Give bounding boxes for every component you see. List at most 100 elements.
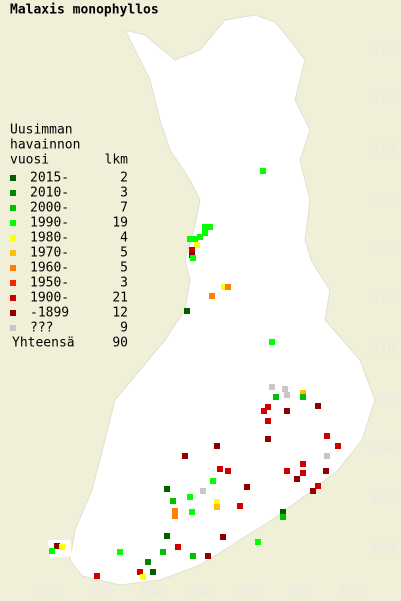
y-tick-label: 720 [373,292,396,306]
observation [260,168,266,174]
observation [94,573,100,579]
x-tick-label: 320 [89,585,112,599]
observation [209,293,215,299]
observation [172,513,178,519]
observation [214,499,220,505]
legend-count: 5 [120,246,128,261]
observation [197,234,203,240]
legend-count: 3 [120,186,128,201]
observation [324,433,330,439]
observation [214,504,220,510]
legend-count: 21 [112,291,128,306]
y-tick-label: 710 [373,342,396,356]
observation [273,394,279,400]
legend-label: 1900- [30,291,69,306]
legend-heading: Uusimman [10,123,73,138]
legend-swatch [10,175,16,181]
legend-label: 2010- [30,186,69,201]
x-tick-label: 310 [39,585,62,599]
observation [237,503,243,509]
observation [225,284,231,290]
legend-swatch [10,235,16,241]
x-tick-label: 330 [139,585,162,599]
y-tick-label: 760 [373,92,396,106]
legend-count: 4 [120,231,128,246]
y-tick-label: 770 [373,42,396,56]
observation [315,483,321,489]
legend-count: 9 [120,321,128,336]
observation [269,384,275,390]
observation [189,247,195,253]
legend-heading: vuosi [10,153,49,168]
observation [202,230,208,236]
observation [255,539,261,545]
observation [190,255,196,261]
legend-swatch [10,265,16,271]
observation [217,466,223,472]
legend-count: 7 [120,201,128,216]
observation [210,478,216,484]
legend-label: 1950- [30,276,69,291]
observation [280,509,286,515]
observation [284,392,290,398]
legend-count: 19 [112,216,128,231]
legend-count: 12 [112,306,128,321]
observation [117,549,123,555]
observation [137,569,143,575]
observation [335,443,341,449]
legend-swatch [10,325,16,331]
observation [164,533,170,539]
legend-swatch [10,250,16,256]
observation [207,224,213,230]
observation [187,236,193,242]
x-tick-label: 350 [239,585,262,599]
observation [172,508,178,514]
y-tick-label: 700 [373,392,396,406]
legend-swatch [10,310,16,316]
legend-swatch [10,205,16,211]
observation [145,559,151,565]
legend-label: 1960- [30,261,69,276]
observation [140,574,146,580]
observation [310,488,316,494]
observation [315,403,321,409]
observation [190,553,196,559]
observation [220,534,226,540]
legend-heading: havainnon [10,138,80,153]
observation [284,468,290,474]
y-tick-label: 750 [373,142,396,156]
legend-count: 2 [120,171,128,186]
observation [225,468,231,474]
observation [221,284,227,290]
observation [150,569,156,575]
x-tick-label: 370 [339,585,362,599]
observation [164,486,170,492]
land [69,14,376,586]
observation [282,386,288,392]
legend-label: 2000- [30,201,69,216]
observation [265,436,271,442]
observation [280,514,286,520]
legend-swatch [10,280,16,286]
legend-count: 3 [120,276,128,291]
observation [214,443,220,449]
observation [323,468,329,474]
observation [202,224,208,230]
observation [300,470,306,476]
title: Malaxis monophyllos [10,3,159,18]
observation [300,394,306,400]
observation [59,544,65,550]
x-tick-label: 340 [189,585,212,599]
observation [284,408,290,414]
observation [160,549,166,555]
legend-swatch [10,190,16,196]
observation [261,408,267,414]
legend-count: 5 [120,261,128,276]
legend-label: -1899 [30,306,69,321]
observation [49,548,55,554]
y-tick-label: 730 [373,242,396,256]
y-tick-label: 690 [373,442,396,456]
total-label: Yhteensä [12,336,75,351]
